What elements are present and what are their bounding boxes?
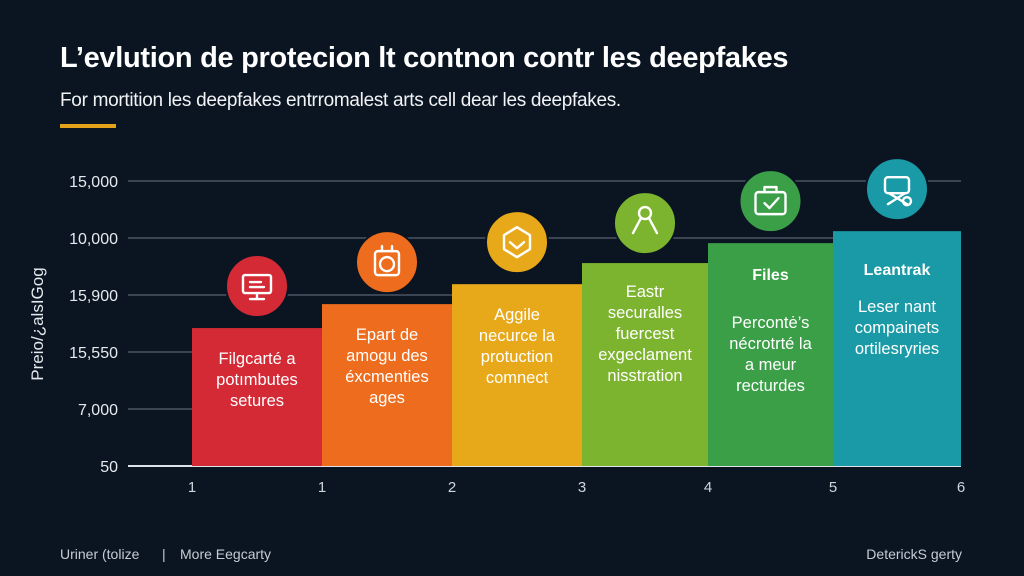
- x-tick-label: 1: [318, 479, 326, 496]
- monitor-icon: [241, 273, 273, 301]
- x-tick-label: 4: [704, 479, 712, 496]
- x-tick-label: 1: [188, 479, 196, 496]
- x-tick-label: 6: [957, 479, 965, 496]
- bar-text-line: Filgcarté a: [218, 350, 296, 368]
- shield-hexagon-icon: [502, 225, 532, 259]
- bar-text-line: ortilesryries: [855, 340, 939, 358]
- toolkit-icon-circle: [865, 157, 929, 222]
- bar-heading: Files: [752, 267, 789, 284]
- bar-text-line: nisstration: [607, 367, 682, 385]
- bar-text-line: exgeclament: [598, 346, 692, 364]
- bar-text-line: ages: [369, 389, 405, 407]
- x-tick-label: 3: [578, 479, 586, 496]
- bar-text-line: setures: [230, 392, 284, 410]
- bar-text-line: Leser nant: [858, 298, 936, 316]
- bag-coin-icon: [373, 244, 401, 277]
- footer-separator: |: [162, 546, 166, 562]
- bar: [582, 263, 708, 466]
- bar-text-line: securalles: [608, 304, 682, 322]
- bar-heading: Leantrak: [864, 262, 931, 279]
- bar: [833, 231, 961, 466]
- footer-left: Uriner (tolize: [60, 546, 140, 562]
- briefcase-check-icon: [754, 185, 787, 216]
- bar-text-line: Percontė’s: [732, 314, 810, 332]
- toolkit-icon: [883, 175, 913, 207]
- bag-coin-icon-circle: [355, 230, 419, 295]
- y-tick-label: 15,000: [69, 174, 118, 191]
- accent-underline: [60, 124, 116, 128]
- x-tick-label: 5: [829, 479, 837, 496]
- bar-text-line: comnect: [486, 369, 549, 387]
- bar-text-line: compainets: [855, 319, 939, 337]
- bar-text-line: necurce la: [479, 327, 556, 345]
- bar-text-line: a meur: [745, 356, 797, 374]
- bar: [452, 284, 582, 466]
- bar-text-line: protuction: [481, 348, 553, 366]
- shield-hexagon-icon-circle: [485, 210, 549, 275]
- bar-text-line: nécrotrté la: [729, 335, 812, 353]
- bar-text-line: fuercest: [616, 325, 675, 343]
- tools-icon-circle: [613, 191, 677, 256]
- bar-text-line: Epart de: [356, 326, 418, 344]
- tools-icon: [631, 205, 659, 235]
- bar-text-line: Eastr: [626, 283, 665, 301]
- page-subtitle: For mortition les deepfakes entrromalest…: [60, 90, 621, 111]
- y-tick-label: 7,000: [78, 402, 118, 419]
- bar-text-line: recturdes: [736, 377, 805, 395]
- footer-middle: More Eegcarty: [180, 546, 272, 562]
- x-tick-label: 2: [448, 479, 456, 496]
- y-tick-label: 10,000: [69, 231, 118, 248]
- briefcase-check-icon-circle: [738, 169, 803, 234]
- y-tick-label: 50: [100, 459, 118, 476]
- y-tick-label: 15,900: [69, 288, 118, 305]
- y-tick-label: 15,550: [69, 345, 118, 362]
- bar-text-line: potımbutes: [216, 371, 298, 389]
- footer-right: DeterickS gerty: [866, 546, 962, 562]
- bar-text-line: Aggile: [494, 306, 540, 324]
- page-title: L’evlution de protecion lt contnon contr…: [60, 42, 789, 74]
- bar-text-line: éxcmenties: [345, 368, 428, 386]
- bar: [322, 304, 452, 466]
- bar: [708, 243, 833, 466]
- bar: [192, 328, 322, 466]
- bar-text-line: amogu des: [346, 347, 428, 365]
